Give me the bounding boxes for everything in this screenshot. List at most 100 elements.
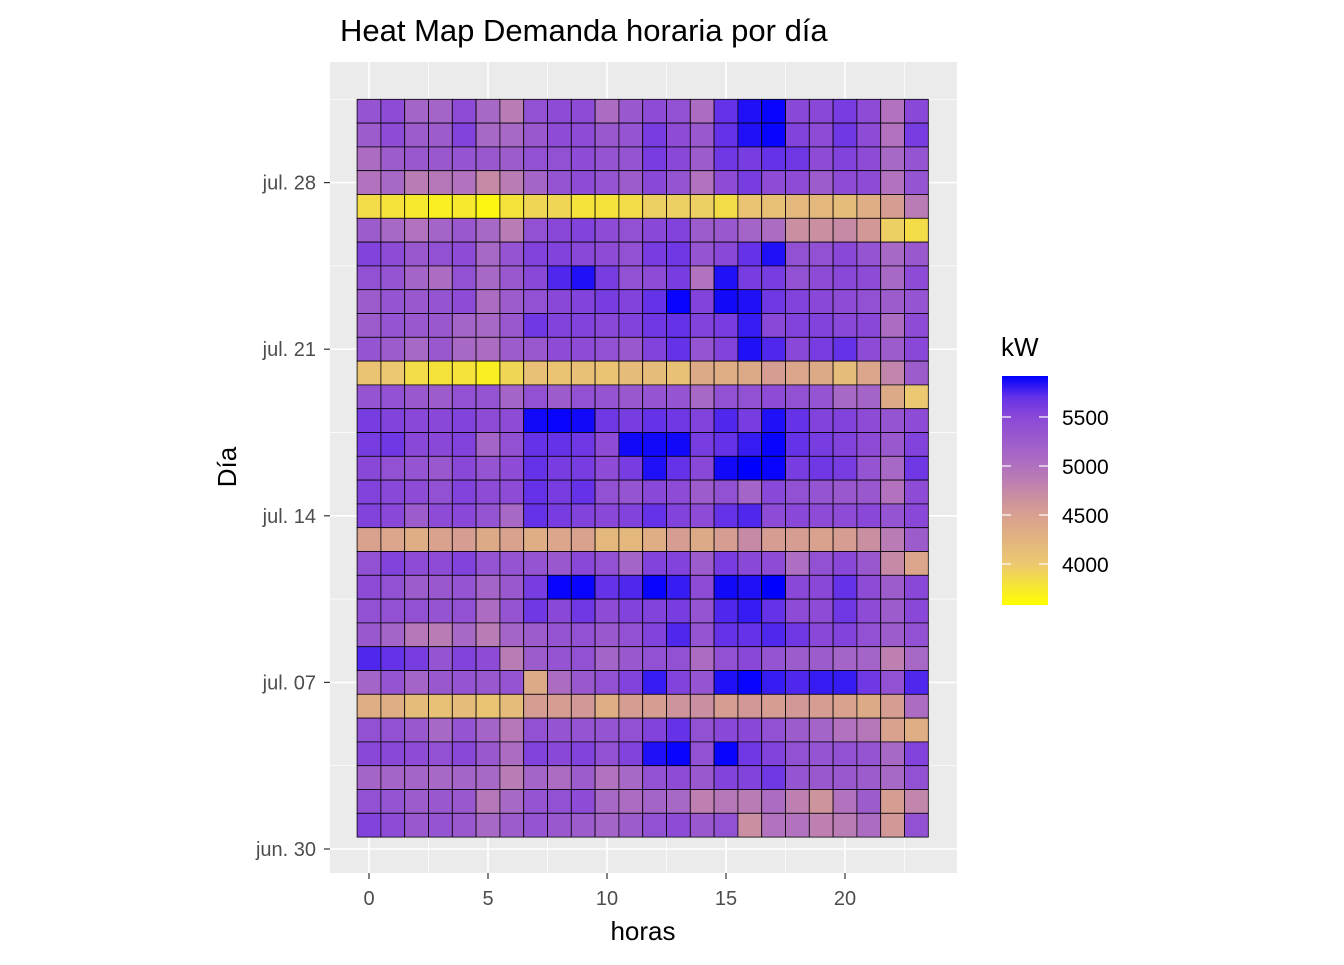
- heatmap-tile: [547, 622, 572, 648]
- x-tick-label: 20: [834, 888, 856, 910]
- heatmap-tile: [737, 598, 763, 624]
- heatmap-tile: [618, 622, 644, 648]
- heatmap-tile: [380, 217, 406, 243]
- heatmap-tile: [428, 741, 453, 767]
- heatmap-tile: [785, 479, 810, 505]
- heatmap-tile: [832, 741, 858, 767]
- heatmap-tile: [666, 479, 691, 505]
- heatmap-tile: [713, 122, 739, 148]
- heatmap-tile: [380, 384, 406, 410]
- heatmap-tile: [713, 98, 739, 124]
- heatmap-tile: [689, 741, 715, 767]
- heatmap-tile: [428, 622, 453, 648]
- heatmap-tile: [523, 98, 548, 124]
- heatmap-tile: [761, 146, 786, 172]
- heatmap-tile: [570, 789, 596, 814]
- heatmap-tile: [666, 622, 691, 648]
- heatmap-tile: [594, 551, 620, 576]
- heatmap-tile: [737, 98, 763, 124]
- heatmap-tile: [785, 789, 810, 814]
- heatmap-tile: [428, 408, 453, 433]
- heatmap-tile: [523, 408, 548, 433]
- heatmap-tile: [570, 455, 596, 481]
- heatmap-tile: [737, 170, 763, 195]
- heatmap-tile: [356, 336, 382, 362]
- heatmap-tile: [380, 194, 406, 219]
- heatmap-tile: [904, 122, 929, 148]
- heatmap-tile: [428, 765, 453, 790]
- heatmap-tile: [404, 432, 429, 457]
- heatmap-tile: [856, 194, 882, 219]
- heatmap-tile: [547, 360, 572, 386]
- heatmap-tile: [642, 455, 667, 481]
- heatmap-tile: [594, 408, 620, 433]
- heatmap-tile: [880, 384, 905, 410]
- heatmap-tile: [475, 122, 501, 148]
- heatmap-tile: [618, 384, 644, 410]
- heatmap-tile: [785, 98, 810, 124]
- heatmap-tile: [904, 789, 929, 814]
- heatmap-tile: [380, 598, 406, 624]
- heatmap-tile: [808, 336, 834, 362]
- heatmap-tile: [904, 670, 929, 695]
- heatmap-tile: [594, 503, 620, 529]
- heatmap-tile: [642, 646, 667, 671]
- heatmap-tile: [380, 741, 406, 767]
- heatmap-tile: [856, 146, 882, 172]
- heatmap-tile: [428, 336, 453, 362]
- heatmap-tile: [761, 479, 786, 505]
- y-tick-label: jul. 28: [262, 173, 316, 195]
- heatmap-tile: [642, 313, 667, 338]
- heatmap-tile: [904, 812, 929, 838]
- y-tick-label: jul. 14: [262, 506, 316, 528]
- heatmap-tile: [761, 622, 786, 648]
- heatmap-tile: [547, 146, 572, 172]
- heatmap-tile: [594, 432, 620, 457]
- heatmap-tile: [808, 170, 834, 195]
- heatmap-tile: [642, 408, 667, 433]
- heatmap-tile: [666, 194, 691, 219]
- heatmap-tile: [856, 741, 882, 767]
- heatmap-tile: [761, 717, 786, 743]
- heatmap-tile: [808, 241, 834, 267]
- heatmap-tile: [547, 574, 572, 600]
- y-axis: jun. 30 jul. 07 jul. 14 jul. 21 jul. 28: [255, 173, 330, 861]
- heatmap-tile: [618, 241, 644, 267]
- heatmap-tile: [642, 789, 667, 814]
- heatmap-tile: [856, 717, 882, 743]
- heatmap-tile: [594, 574, 620, 600]
- heatmap-tile: [428, 241, 453, 267]
- heatmap-tile: [761, 741, 786, 767]
- heatmap-tile: [404, 789, 429, 814]
- heatmap-tile: [475, 98, 501, 124]
- heatmap-tile: [832, 503, 858, 529]
- heatmap-tile: [737, 455, 763, 481]
- heatmap-tile: [856, 122, 882, 148]
- heatmap-tile: [666, 670, 691, 695]
- heatmap-tile: [785, 146, 810, 172]
- heatmap-tile: [451, 693, 477, 719]
- heatmap-tile: [594, 194, 620, 219]
- heatmap-tile: [737, 432, 763, 457]
- heatmap-tile: [666, 741, 691, 767]
- heatmap-tile: [689, 408, 715, 433]
- heatmap-tile: [713, 527, 739, 552]
- heatmap-tile: [689, 289, 715, 314]
- heatmap-tile: [642, 170, 667, 195]
- heatmap-tile: [618, 503, 644, 529]
- heatmap-tile: [428, 574, 453, 600]
- heatmap-tile: [880, 360, 905, 386]
- heatmap-tile: [880, 622, 905, 648]
- heatmap-tile: [594, 455, 620, 481]
- heatmap-tile: [380, 122, 406, 148]
- heatmap-tile: [404, 646, 429, 671]
- heatmap-tile: [832, 598, 858, 624]
- heatmap-tile: [713, 646, 739, 671]
- heatmap-tile: [523, 432, 548, 457]
- heatmap-tile: [499, 146, 525, 172]
- heatmap-tile: [713, 574, 739, 600]
- heatmap-tile: [785, 598, 810, 624]
- heatmap-tile: [832, 646, 858, 671]
- heatmap-tile: [618, 265, 644, 291]
